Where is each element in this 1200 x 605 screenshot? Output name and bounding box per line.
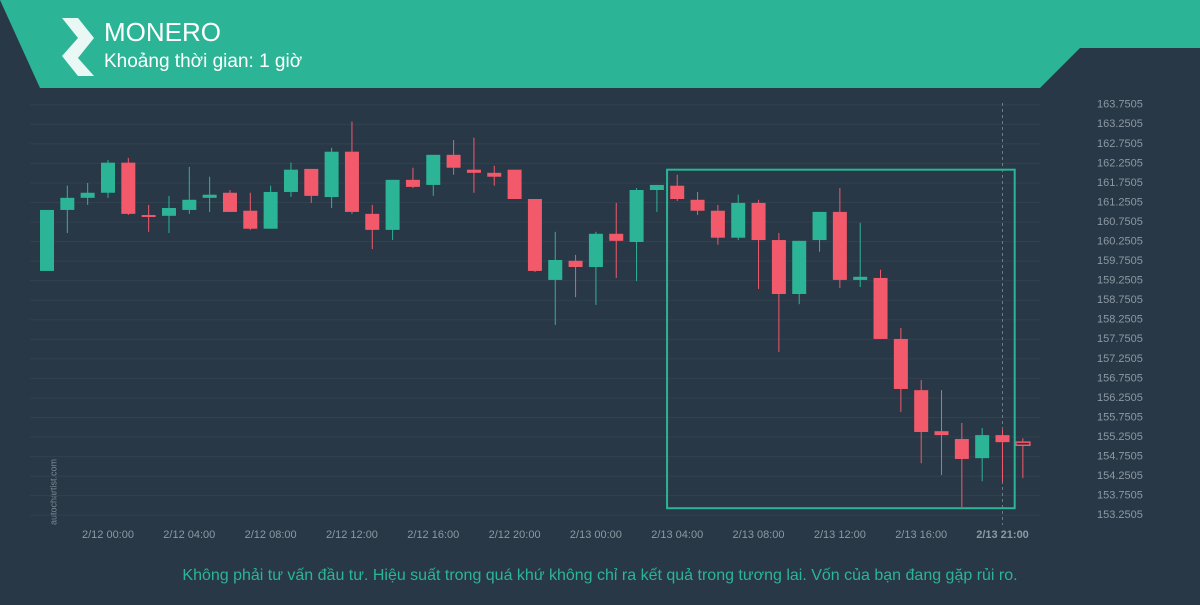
y-tick-label: 154.2505 <box>1097 470 1143 482</box>
y-tick-label: 161.7505 <box>1097 177 1143 189</box>
candle-body <box>243 210 258 229</box>
x-tick-label: 2/12 16:00 <box>407 529 459 541</box>
candle-body <box>690 199 705 211</box>
y-tick-label: 161.2505 <box>1097 196 1143 208</box>
candle-body <box>710 210 725 238</box>
candle-body <box>731 202 746 238</box>
y-tick-label: 155.2505 <box>1097 431 1143 443</box>
candle-body <box>182 199 197 210</box>
candle-body <box>568 260 583 268</box>
candle-body <box>1015 441 1031 447</box>
candle-body <box>304 168 319 196</box>
subtitle: Khoảng thời gian: 1 giờ <box>104 51 302 72</box>
candle-body <box>649 184 664 191</box>
candle-body <box>263 191 278 229</box>
y-tick-label: 162.7505 <box>1097 138 1143 150</box>
candle-body <box>914 390 929 432</box>
y-tick-label: 156.7505 <box>1097 372 1143 384</box>
x-tick-label: 2/13 16:00 <box>895 529 947 541</box>
candle-body <box>487 172 502 177</box>
x-tick-label: 2/12 08:00 <box>245 529 297 541</box>
candle-body <box>832 211 847 280</box>
disclaimer: Không phải tư vấn đầu tư. Hiệu suất tron… <box>182 567 1017 584</box>
candle-body <box>792 240 807 294</box>
title: MONERO <box>104 17 221 47</box>
y-tick-label: 157.2505 <box>1097 353 1143 365</box>
candle-body <box>324 151 339 198</box>
pattern-box <box>666 168 1016 510</box>
candle-body <box>161 207 176 216</box>
candle-body <box>405 179 420 187</box>
candle-body <box>548 259 563 280</box>
watermark: autochartist.com <box>48 459 58 525</box>
candle-body <box>954 439 969 459</box>
candle-body <box>873 277 888 339</box>
candle-body <box>934 431 949 436</box>
x-tick-label: 2/13 08:00 <box>733 529 785 541</box>
candle-body <box>771 240 786 294</box>
x-tick-label: 2/13 12:00 <box>814 529 866 541</box>
x-tick-label: 2/13 00:00 <box>570 529 622 541</box>
y-tick-label: 163.7505 <box>1097 99 1143 111</box>
candle-body <box>853 276 868 280</box>
x-tick-label: 2/12 12:00 <box>326 529 378 541</box>
candle-body <box>670 185 685 200</box>
candle-body <box>385 179 400 230</box>
y-tick-label: 158.2505 <box>1097 314 1143 326</box>
candle-body <box>466 169 481 173</box>
candle-body <box>995 435 1010 443</box>
candle-body <box>222 192 237 212</box>
candle-body <box>751 202 766 241</box>
candle-body <box>812 211 827 241</box>
y-tick-label: 157.7505 <box>1097 333 1143 345</box>
candle-body <box>975 435 990 459</box>
candle-body <box>426 154 441 185</box>
candle-body <box>609 233 624 241</box>
x-tick-label: 2/12 04:00 <box>163 529 215 541</box>
y-tick-label: 153.7505 <box>1097 490 1143 502</box>
x-tick-label: 2/13 04:00 <box>651 529 703 541</box>
y-tick-label: 159.2505 <box>1097 275 1143 287</box>
y-tick-label: 155.7505 <box>1097 411 1143 423</box>
candle-body <box>365 213 380 230</box>
x-tick-label: 2/13 21:00 <box>976 529 1029 541</box>
y-tick-label: 154.7505 <box>1097 450 1143 462</box>
logo <box>62 18 94 76</box>
candle-body <box>141 215 156 217</box>
candle-body <box>629 190 644 243</box>
candle-body <box>40 209 54 271</box>
y-tick-label: 156.2505 <box>1097 392 1143 404</box>
y-tick-label: 159.7505 <box>1097 255 1143 267</box>
x-tick-label: 2/12 00:00 <box>82 529 134 541</box>
candle-body <box>283 169 298 192</box>
candle-body <box>344 151 359 212</box>
candle-body <box>507 169 522 200</box>
candle-body <box>202 194 217 198</box>
y-tick-label: 158.7505 <box>1097 294 1143 306</box>
candle-body <box>893 338 908 389</box>
candle-body <box>527 199 542 271</box>
y-tick-label: 163.2505 <box>1097 118 1143 130</box>
y-tick-label: 162.2505 <box>1097 157 1143 169</box>
y-tick-label: 153.2505 <box>1097 509 1143 521</box>
candle-body <box>446 154 461 168</box>
candle-body <box>588 233 603 268</box>
y-tick-label: 160.2505 <box>1097 235 1143 247</box>
header-banner <box>0 0 1200 88</box>
x-tick-label: 2/12 20:00 <box>489 529 541 541</box>
candle-body <box>100 162 115 193</box>
y-tick-label: 160.7505 <box>1097 216 1143 228</box>
candle-body <box>60 197 75 210</box>
candle-body <box>121 162 136 214</box>
candle-body <box>80 192 95 198</box>
